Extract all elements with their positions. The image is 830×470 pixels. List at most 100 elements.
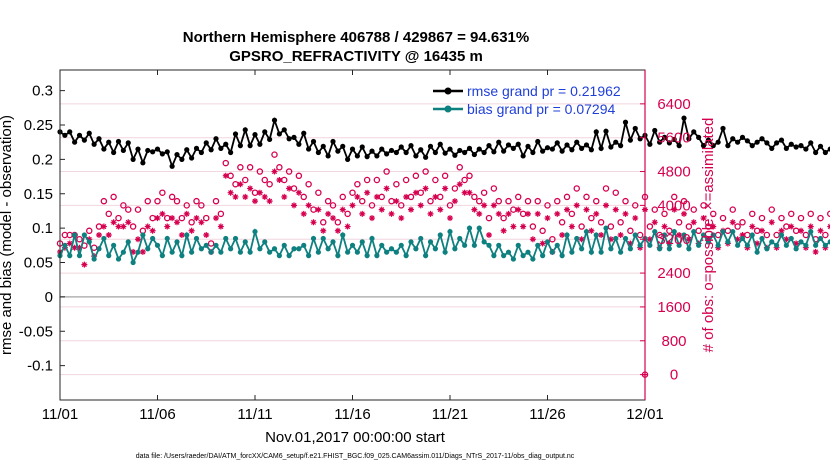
- obs-assimilated-point: [359, 210, 366, 217]
- rmse-series-point: [647, 141, 653, 147]
- obs-possible-point: [324, 197, 332, 205]
- rmse-series-point: [471, 151, 477, 158]
- rmse-series-point: [632, 125, 638, 132]
- rmse-series-point: [788, 141, 794, 147]
- bias-series-point: [627, 246, 633, 252]
- rmse-series-point: [808, 140, 814, 146]
- rmse-series-point: [120, 147, 126, 154]
- bias-series-point: [228, 246, 234, 252]
- obs-assimilated-point: [734, 236, 741, 243]
- y-axis-left-label: rmse and bias (model - observation): [0, 115, 15, 355]
- rmse-series-point: [457, 147, 463, 154]
- obs-assimilated-point: [783, 236, 790, 243]
- obs-assimilated-point: [247, 185, 254, 192]
- rmse-series-point: [310, 138, 317, 145]
- obs-possible-point: [505, 197, 512, 205]
- bias-series-point: [301, 242, 307, 248]
- obs-possible-point: [617, 219, 624, 226]
- bias-series-point: [184, 232, 190, 238]
- obs-assimilated-point: [490, 202, 497, 209]
- bias-series-point: [647, 242, 653, 248]
- rmse-series-point: [574, 139, 580, 145]
- obs-assimilated-point: [271, 168, 278, 175]
- bias-series-point: [374, 253, 380, 259]
- legend-bias-marker: [444, 105, 452, 113]
- obs-possible-point: [475, 197, 483, 205]
- obs-assimilated-point: [203, 232, 210, 238]
- bias-series-point: [413, 246, 419, 252]
- rmse-series-point: [115, 138, 122, 145]
- rmse-series-point: [237, 143, 243, 149]
- y-right-tick-label: 0: [670, 367, 678, 384]
- bias-series-point: [296, 246, 302, 252]
- obs-possible-point: [495, 197, 502, 205]
- obs-possible-point: [588, 214, 595, 222]
- obs-assimilated-point: [256, 189, 263, 196]
- obs-assimilated-point: [651, 219, 658, 226]
- y-right-tick-label: 4800: [657, 164, 690, 181]
- obs-possible-point: [305, 180, 312, 188]
- rmse-series-point: [827, 146, 830, 152]
- obs-assimilated-point: [520, 223, 527, 230]
- rmse-series-point: [671, 136, 677, 143]
- bias-series-point: [408, 239, 414, 245]
- obs-assimilated-point: [378, 206, 385, 213]
- bias-series-point: [310, 235, 317, 242]
- x-tick-label: 11/16: [334, 406, 370, 423]
- rmse-series-point: [247, 143, 253, 149]
- bias-series-point: [325, 246, 331, 252]
- obs-possible-point: [427, 197, 434, 205]
- rmse-series-point: [374, 153, 380, 159]
- rmse-series-point: [579, 145, 585, 151]
- obs-assimilated-point: [559, 232, 566, 238]
- obs-assimilated-point: [354, 193, 361, 200]
- rmse-series-point: [432, 149, 438, 156]
- obs-assimilated-point: [115, 223, 122, 230]
- rmse-series-point: [603, 128, 609, 134]
- rmse-series-point: [486, 143, 492, 149]
- rmse-series-point: [739, 134, 746, 140]
- obs-assimilated-point: [383, 185, 390, 192]
- x-tick-label: 11/21: [432, 406, 468, 423]
- rmse-series-point: [359, 144, 365, 150]
- y-right-tick-label: 4000: [657, 197, 690, 214]
- obs-possible-point: [554, 197, 561, 205]
- bias-series-point: [169, 249, 175, 255]
- obs-assimilated-point: [598, 232, 605, 238]
- obs-possible-point: [339, 193, 346, 201]
- bias-series-point: [749, 232, 755, 238]
- bias-series-point: [418, 235, 424, 242]
- rmse-series-point: [481, 149, 487, 156]
- obs-possible-point: [763, 231, 771, 239]
- obs-assimilated-point: [539, 240, 546, 247]
- bias-series-point: [213, 242, 219, 248]
- bias-series-point: [696, 242, 702, 248]
- obs-assimilated-point: [139, 248, 146, 255]
- bias-series-point: [593, 232, 599, 238]
- bias-series-point: [403, 253, 409, 259]
- bias-series-point: [783, 242, 789, 248]
- obs-assimilated-point: [661, 223, 668, 230]
- bias-series-point: [306, 253, 312, 259]
- obs-possible-point: [373, 176, 381, 184]
- obs-assimilated-point: [105, 232, 112, 238]
- obs-possible-point: [710, 210, 717, 218]
- chart-title-line2: GPSRO_REFRACTIVITY @ 16435 m: [229, 48, 483, 65]
- obs-assimilated-point: [422, 185, 429, 192]
- rmse-series-point: [608, 144, 614, 150]
- y-left-tick-label: 0.15: [24, 186, 53, 203]
- rmse-series-point: [184, 147, 190, 153]
- obs-assimilated-point: [291, 202, 297, 209]
- obs-possible-point: [797, 214, 805, 222]
- bias-series-point: [388, 246, 395, 252]
- bias-series-point: [76, 253, 83, 259]
- obs-assimilated-point: [266, 198, 273, 205]
- bias-series-point: [774, 242, 780, 248]
- bias-series-point: [608, 246, 614, 252]
- rmse-series-point: [189, 155, 195, 161]
- obs-possible-point: [397, 202, 405, 209]
- bias-series-point: [86, 239, 92, 245]
- data-file-footnote: data file: /Users/raeder/DAI/ATM_forcXX/…: [136, 453, 575, 460]
- bias-series-point: [208, 249, 214, 255]
- rmse-series-point: [164, 149, 170, 155]
